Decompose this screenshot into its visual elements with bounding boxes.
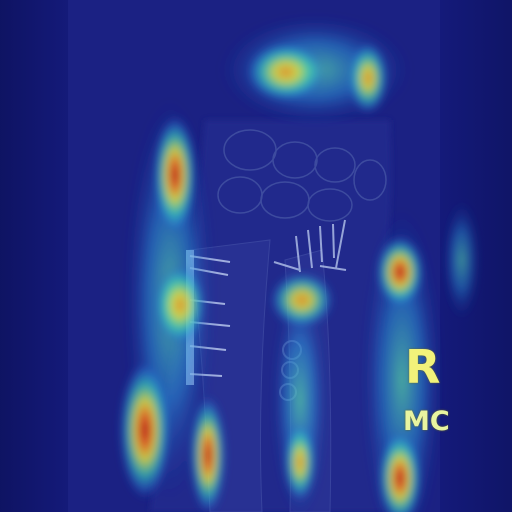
hotspot-top-center [246, 42, 326, 102]
hotspot-left-lower [119, 360, 171, 500]
hotspot-lower-center [284, 422, 316, 502]
hotspot-left-mid [154, 265, 206, 345]
hotspot-left-upper [153, 115, 197, 235]
side-marker-label: R [405, 340, 441, 394]
hotspot-top-right [348, 42, 388, 114]
heat-region-far-right [444, 200, 480, 320]
hotspot-lower-center-left [190, 395, 226, 512]
hotspot-right-mid [376, 236, 424, 308]
tech-marker-label: MC [403, 406, 450, 437]
hotspot-hand-center [270, 272, 334, 328]
